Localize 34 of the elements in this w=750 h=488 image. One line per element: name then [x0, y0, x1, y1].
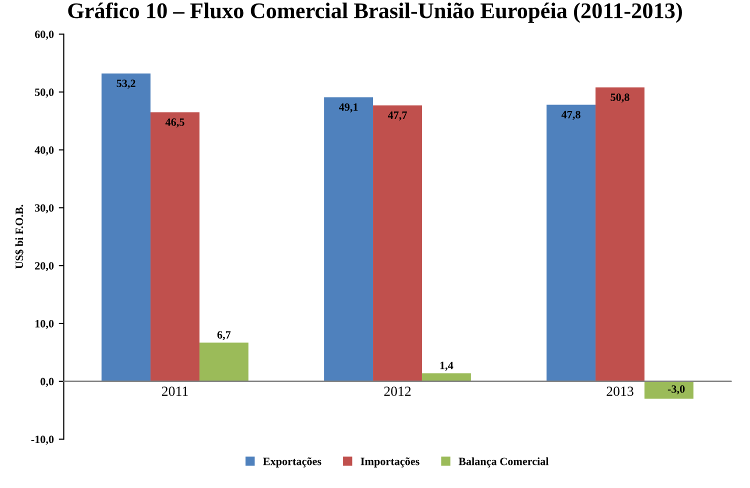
y-tick-label: 30,0: [35, 204, 54, 214]
chart-title: Gráfico 10 – Fluxo Comercial Brasil-União Européia (2011-2013): [68, 2, 682, 23]
data-label: 6,7: [217, 331, 231, 340]
data-label: -3,0: [668, 385, 685, 394]
legend-label: Importações: [360, 457, 420, 468]
y-tick-label: -10,0: [31, 436, 54, 445]
y-tick-label: 50,0: [35, 88, 54, 98]
bar: [373, 105, 422, 382]
y-tick-label: 60,0: [34, 30, 54, 40]
bar: [596, 87, 644, 382]
bar: [102, 74, 151, 382]
bar: [324, 97, 374, 382]
data-label: 50,8: [610, 94, 630, 103]
data-label: 47,8: [561, 110, 580, 120]
bar: [546, 104, 596, 382]
x-tick-label: 2013: [606, 386, 634, 396]
y-tick-label: 10,0: [35, 320, 54, 330]
data-label: 47,7: [388, 112, 407, 121]
x-tick-label: 2011: [162, 386, 188, 396]
y-tick-label: 40,0: [34, 146, 54, 156]
legend-label: Balança Comercial: [458, 457, 549, 468]
legend-label: Exportações: [263, 457, 322, 468]
y-axis-title: US$ bi F.O.B.: [14, 204, 24, 269]
data-label: 53,2: [116, 80, 136, 89]
bar: [422, 373, 471, 382]
bar: [199, 342, 248, 382]
bar: [150, 112, 200, 382]
y-tick-label: 20,0: [35, 262, 54, 272]
data-label: 46,5: [165, 118, 184, 128]
data-label: 49,1: [338, 103, 358, 112]
x-tick-label: 2012: [384, 386, 411, 396]
data-label: 1,4: [440, 362, 454, 371]
bar: [644, 381, 694, 399]
y-tick-label: 0,0: [40, 378, 54, 387]
